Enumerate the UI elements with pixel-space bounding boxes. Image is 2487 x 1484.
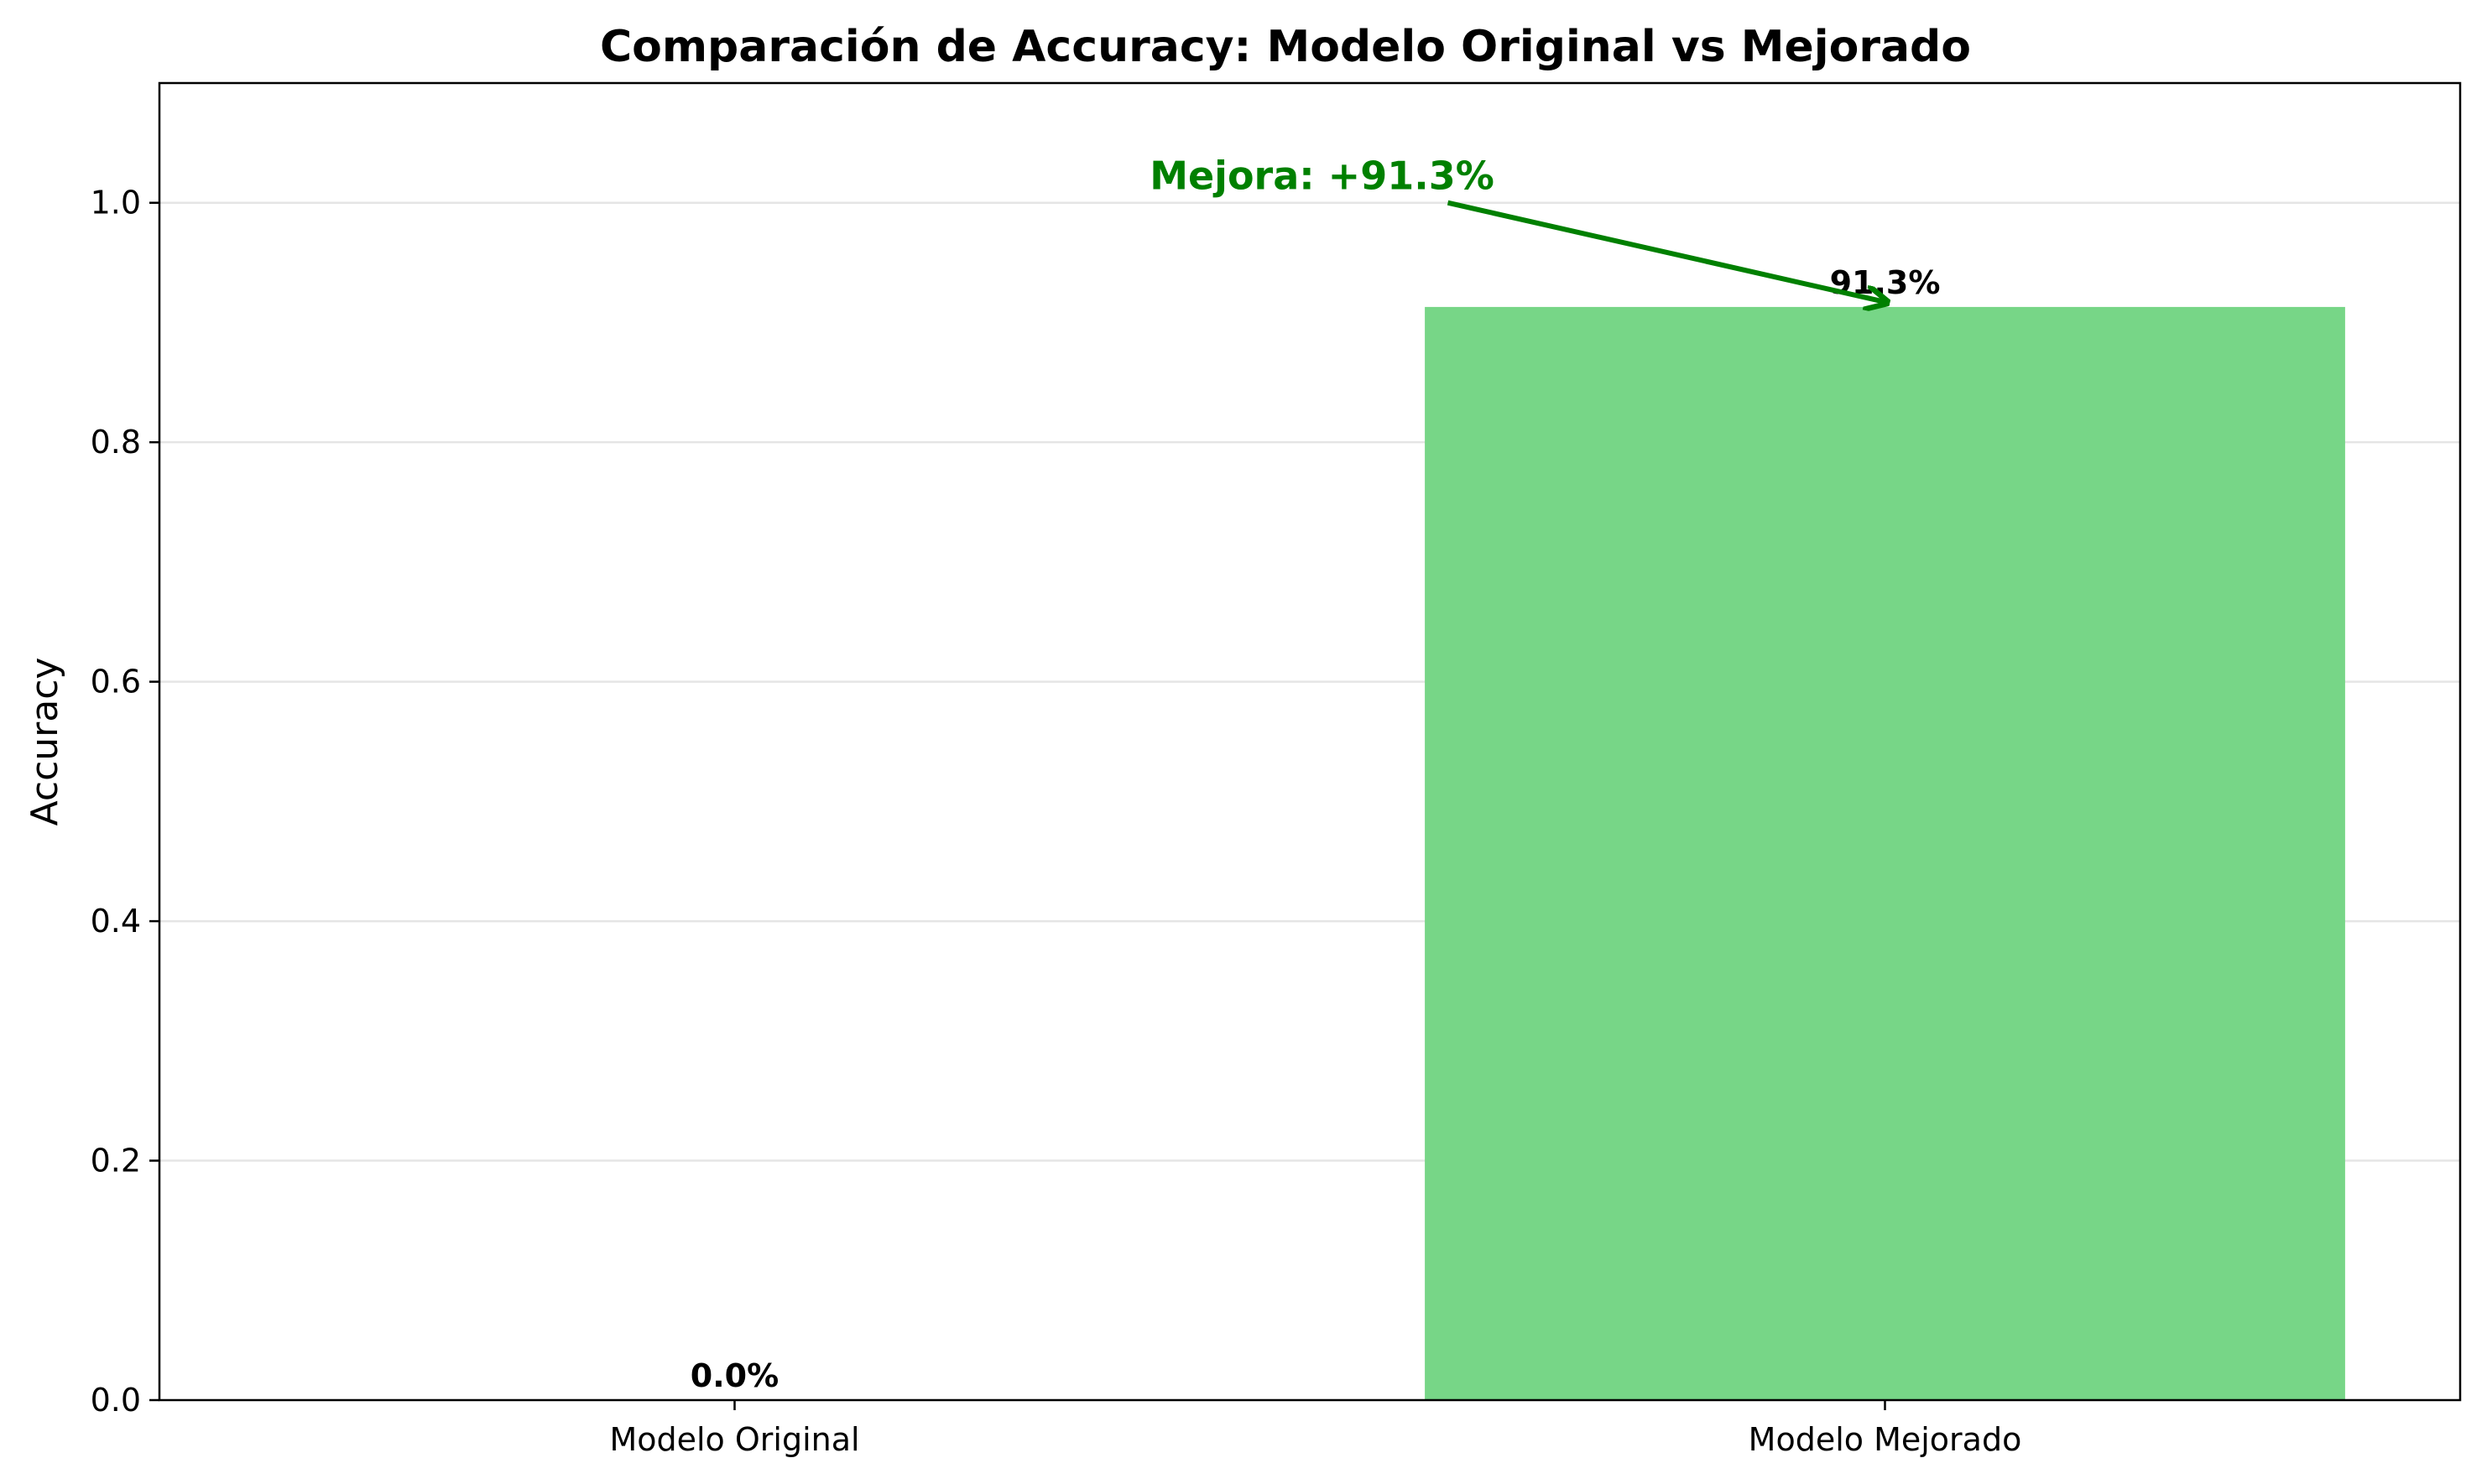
x-axis-ticks: Modelo Original Modelo Mejorado (609, 1400, 2021, 1458)
y-tick-label: 0.4 (91, 903, 141, 940)
y-axis-label: Accuracy (23, 658, 66, 826)
chart-title: Comparación de Accuracy: Modelo Original… (600, 22, 1971, 72)
bars (1425, 306, 2345, 1400)
y-axis-ticks: 0.0 0.2 0.4 0.6 0.8 1.0 (91, 185, 159, 1419)
plot-frame (158, 81, 2462, 1402)
x-tick-label: Modelo Mejorado (1749, 1421, 2022, 1458)
y-tick-label: 0.2 (91, 1143, 141, 1179)
y-tick-label: 0.6 (91, 664, 141, 700)
bar (1425, 306, 2345, 1400)
improvement-annotation: Mejora: +91.3% (1150, 154, 1885, 302)
y-tick-label: 0.0 (91, 1382, 141, 1419)
y-tick-label: 0.8 (91, 424, 141, 461)
annotation-text: Mejora: +91.3% (1150, 154, 1494, 199)
annotation-arrow (1447, 200, 1885, 302)
y-tick-label: 1.0 (91, 185, 141, 221)
x-tick-label: Modelo Original (609, 1421, 859, 1458)
bar-value-label: 0.0% (691, 1357, 779, 1394)
